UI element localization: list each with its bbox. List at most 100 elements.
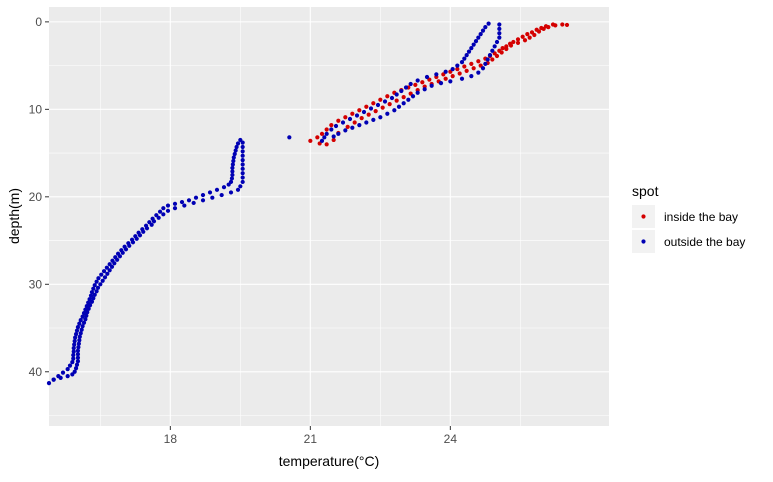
data-point	[147, 220, 152, 225]
data-point	[492, 44, 497, 49]
data-point	[469, 46, 474, 51]
data-point	[65, 367, 70, 372]
data-point	[92, 292, 97, 297]
data-point	[480, 28, 486, 33]
data-point	[234, 144, 239, 150]
data-point	[464, 68, 469, 73]
data-point	[429, 83, 434, 88]
data-point	[497, 22, 502, 27]
data-point	[324, 131, 329, 136]
data-point	[229, 176, 235, 181]
data-point	[99, 272, 104, 277]
data-point	[401, 101, 406, 106]
data-point	[172, 206, 178, 211]
data-point	[102, 275, 108, 280]
data-point	[466, 49, 472, 54]
data-point	[422, 87, 427, 92]
data-point	[75, 325, 81, 330]
data-point	[80, 314, 85, 319]
data-point	[100, 278, 105, 283]
data-point	[368, 106, 374, 111]
data-point	[77, 321, 82, 326]
data-point	[240, 157, 245, 163]
y-tick-label: 10	[29, 102, 43, 116]
data-point	[94, 289, 99, 294]
data-point	[133, 234, 138, 239]
data-point	[350, 111, 355, 116]
legend-key-point	[641, 239, 646, 244]
series-inside	[308, 22, 570, 147]
data-point	[319, 131, 325, 136]
data-point	[324, 127, 329, 132]
legend-label-inside: inside the bay	[664, 210, 738, 224]
data-point	[107, 268, 112, 273]
data-point	[515, 37, 521, 42]
data-point	[357, 108, 362, 113]
data-point	[536, 29, 542, 34]
data-point	[77, 338, 82, 343]
data-point	[73, 332, 79, 337]
data-point	[469, 74, 474, 79]
data-point	[480, 66, 486, 71]
data-point	[83, 317, 88, 322]
data-point	[89, 299, 95, 304]
data-point	[443, 69, 448, 74]
data-point	[104, 265, 109, 270]
data-point	[240, 166, 245, 171]
x-axis-title: temperature(°C)	[279, 453, 380, 469]
data-point	[345, 124, 350, 129]
data-point	[119, 248, 124, 253]
data-point	[92, 283, 97, 288]
data-point	[136, 230, 141, 235]
data-point	[406, 97, 411, 102]
data-point	[420, 80, 425, 85]
y-tick-label: 20	[29, 190, 43, 204]
data-point	[207, 190, 213, 195]
data-point	[308, 138, 313, 143]
data-point	[230, 162, 235, 167]
grid-major	[49, 7, 609, 426]
data-point	[500, 46, 505, 51]
data-point	[396, 104, 402, 109]
data-point	[324, 142, 329, 147]
data-point	[73, 335, 78, 340]
data-point	[476, 59, 481, 64]
data-point	[366, 112, 371, 117]
data-point	[89, 290, 95, 295]
data-point	[240, 179, 245, 185]
data-point	[373, 108, 378, 114]
data-points	[46, 21, 570, 386]
data-point	[165, 208, 171, 213]
data-point	[515, 40, 521, 45]
data-point	[113, 255, 118, 260]
data-point	[238, 184, 243, 189]
data-point	[231, 158, 236, 164]
data-point	[364, 104, 369, 109]
data-point	[389, 95, 395, 101]
data-point	[541, 26, 546, 31]
data-point	[408, 81, 413, 87]
data-point	[71, 346, 76, 351]
y-axis-title: depth(m)	[6, 188, 22, 244]
data-point	[78, 318, 83, 323]
data-point	[455, 67, 460, 72]
data-point	[129, 237, 135, 242]
data-point	[497, 26, 502, 31]
data-point	[553, 23, 558, 28]
data-point	[333, 123, 339, 129]
data-point	[73, 366, 79, 371]
data-point	[378, 97, 383, 102]
data-point	[476, 70, 481, 75]
data-point	[490, 48, 495, 53]
data-point	[525, 32, 530, 37]
data-point	[240, 162, 245, 167]
data-point	[72, 342, 77, 347]
data-point	[336, 118, 341, 123]
data-point	[210, 195, 215, 200]
data-point	[459, 76, 465, 81]
data-point	[385, 111, 390, 116]
x-tick-label: 21	[304, 432, 318, 446]
data-point	[371, 101, 376, 106]
panel-background	[49, 7, 609, 426]
